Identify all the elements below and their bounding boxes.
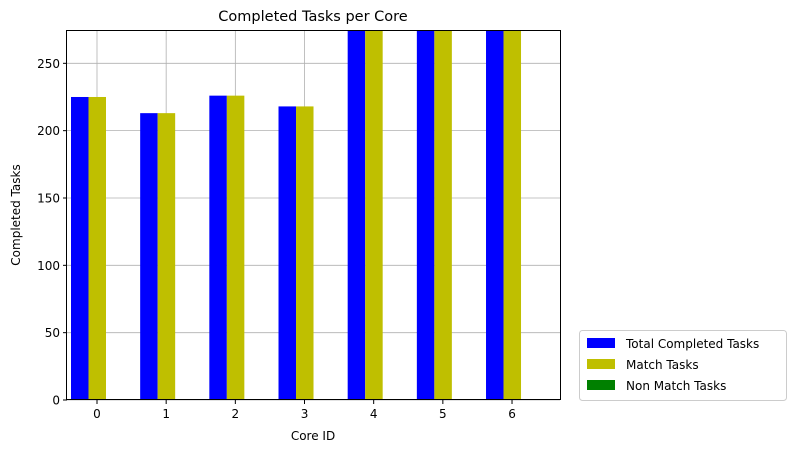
bar-total-completed-tasks	[486, 31, 504, 400]
x-tick-label: 4	[370, 407, 378, 421]
bar-match-tasks	[434, 31, 452, 400]
bar-total-completed-tasks	[278, 106, 297, 400]
x-tick-label: 6	[508, 407, 516, 421]
x-axis-label: Core ID	[291, 429, 335, 443]
bar-total-completed-tasks	[209, 95, 227, 400]
bar-match-tasks	[503, 31, 522, 400]
legend-frame	[579, 330, 787, 401]
y-tick-label: 50	[45, 326, 60, 340]
y-tick-label: 250	[37, 57, 60, 71]
x-tick-label: 1	[162, 407, 170, 421]
legend: Total Completed Tasks Match Tasks Non Matc…	[579, 330, 787, 401]
bar-total-completed-tasks	[347, 31, 366, 400]
x-tick-label: 2	[232, 407, 240, 421]
legend-swatch	[587, 338, 615, 348]
legend-label: Non Match Tasks	[626, 379, 726, 393]
bars	[71, 31, 522, 401]
y-axis-label: Completed Tasks	[9, 164, 23, 265]
bar-match-tasks	[226, 95, 245, 400]
legend-label: Total Completed Tasks	[625, 337, 759, 351]
y-tick-label: 150	[37, 191, 60, 205]
bar-match-tasks	[157, 113, 176, 401]
chart-title: Completed Tasks per Core	[218, 9, 407, 25]
bar-match-tasks	[88, 96, 106, 401]
x-tick-label: 5	[439, 407, 447, 421]
y-tick-label: 200	[37, 124, 60, 138]
bar-total-completed-tasks	[416, 31, 435, 400]
y-tick-label: 0	[52, 394, 60, 408]
x-tick-label: 0	[93, 407, 101, 421]
legend-swatch	[587, 359, 615, 369]
x-tick-label: 3	[301, 407, 309, 421]
plot-area-frame	[66, 30, 561, 400]
legend-items: Total Completed Tasks Match Tasks Non Matc…	[587, 337, 759, 393]
y-tick-label: 100	[37, 259, 60, 273]
bar-match-tasks	[365, 31, 383, 400]
bar-total-completed-tasks	[71, 96, 89, 401]
axis-ticks: 0 1 2 3 4 5 6 0 50 100 150 200 250	[37, 57, 516, 421]
bar-total-completed-tasks	[140, 113, 158, 401]
legend-swatch	[587, 380, 615, 390]
legend-label: Match Tasks	[626, 358, 699, 372]
bar-match-tasks	[296, 106, 314, 400]
